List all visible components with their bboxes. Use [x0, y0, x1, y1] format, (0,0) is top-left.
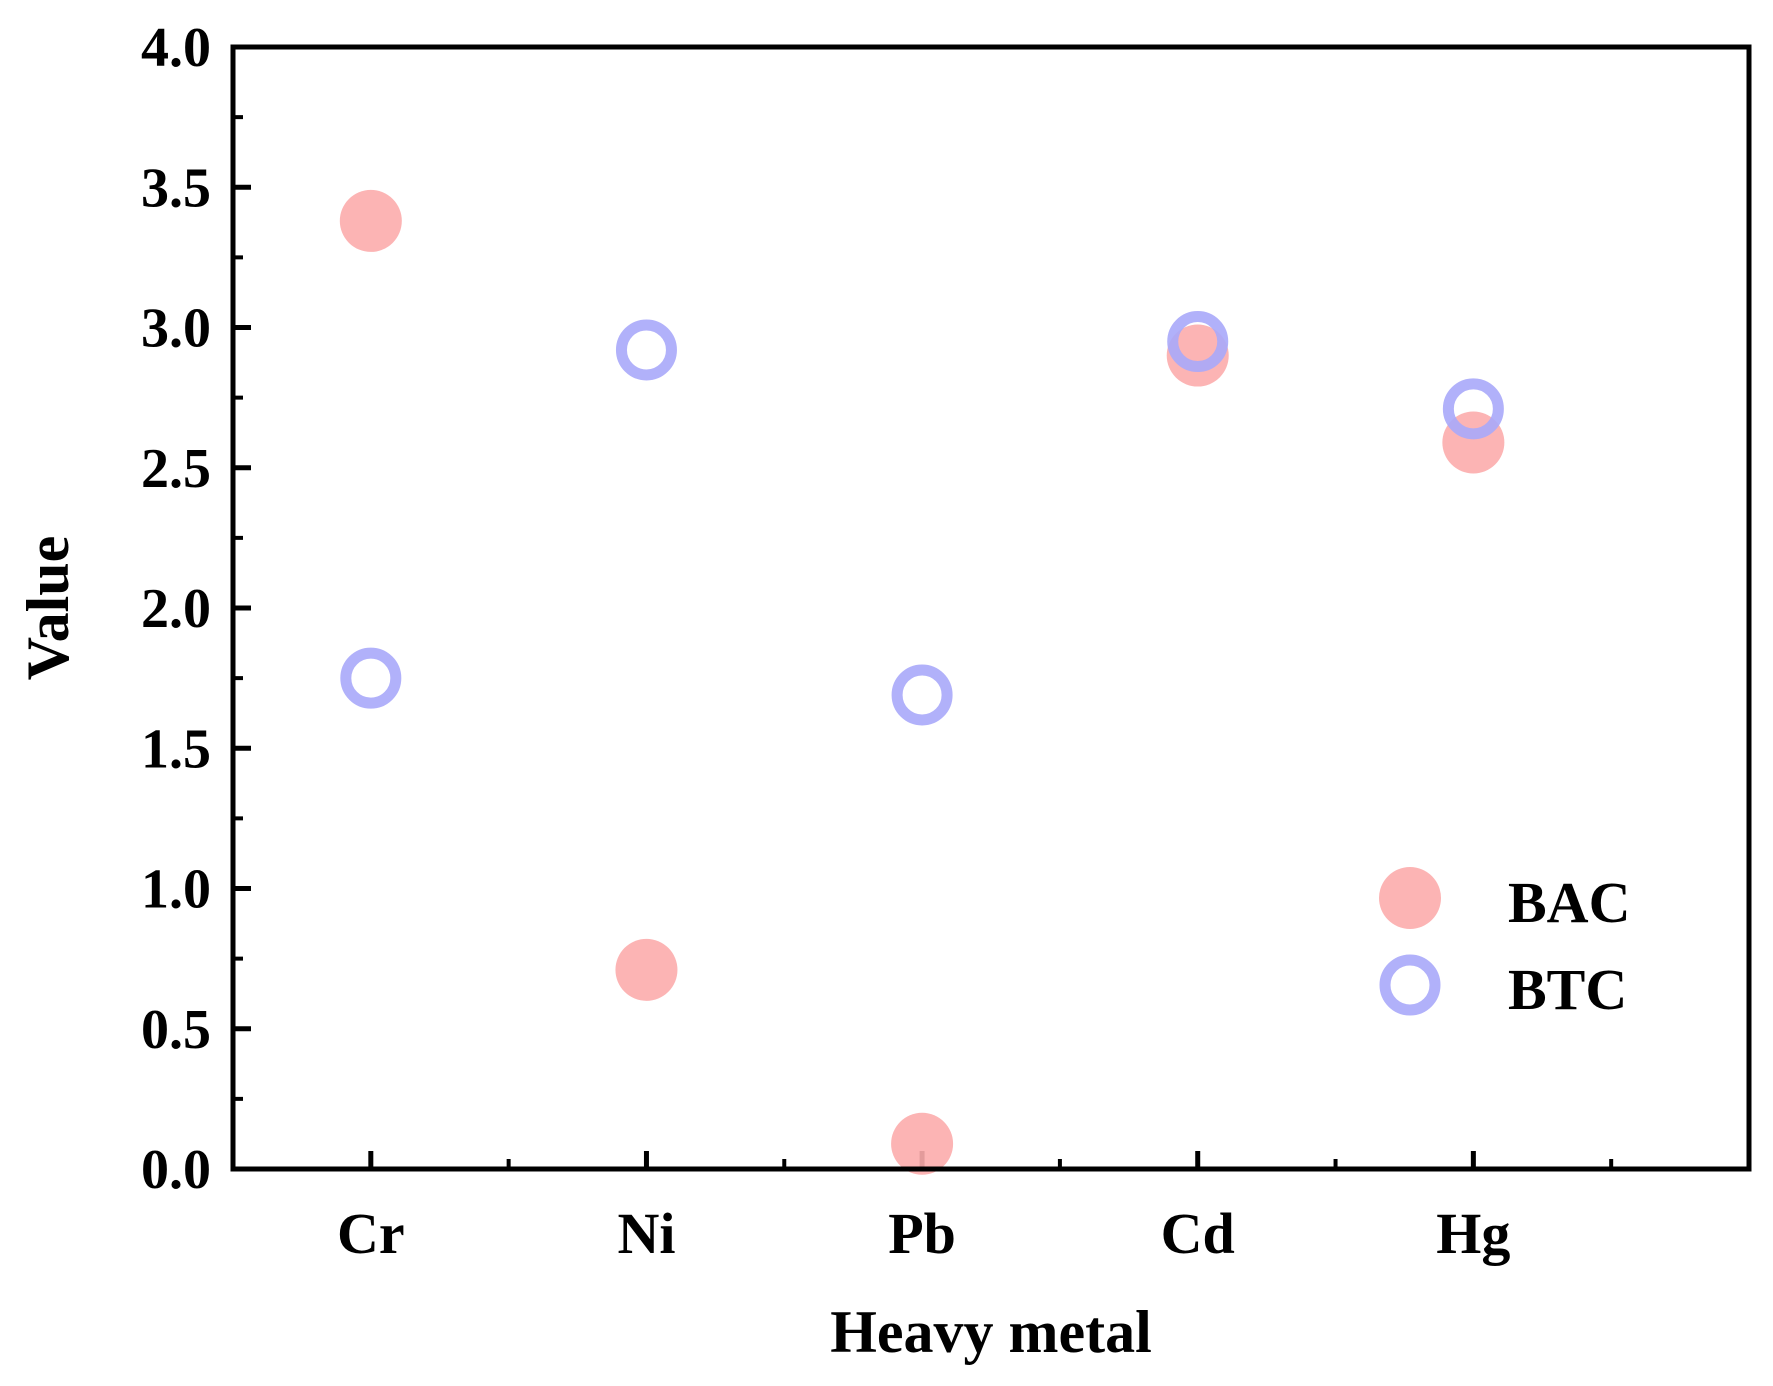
legend: BAC BTC — [1379, 867, 1630, 1022]
x-tick-label: Pb — [888, 1201, 956, 1266]
legend-label-bac: BAC — [1508, 870, 1630, 935]
x-axis-label: Heavy metal — [830, 1299, 1152, 1365]
legend-marker-btc — [1379, 954, 1441, 1016]
point-bac-pb — [891, 1112, 954, 1175]
point-btc-ni — [615, 319, 677, 381]
point-btc-hg — [1442, 378, 1504, 440]
point-btc-pb — [891, 664, 953, 726]
x-tick-label: Ni — [617, 1201, 675, 1266]
y-tick-label: 3.5 — [141, 157, 211, 219]
y-tick-label: 0.5 — [141, 999, 211, 1061]
x-tick-label: Cd — [1161, 1201, 1235, 1266]
point-bac-cd — [1166, 324, 1229, 387]
point-bac-ni — [615, 938, 678, 1001]
y-tick-label: 0.0 — [141, 1139, 211, 1201]
point-btc-cr — [340, 647, 402, 709]
y-axis-ticks: 0.0 0.5 1.0 1.5 2.0 2.5 3.0 3.5 4.0 — [141, 17, 251, 1201]
data-points — [339, 189, 1505, 1175]
y-tick-label: 1.5 — [141, 718, 211, 780]
legend-label-btc: BTC — [1508, 957, 1627, 1022]
y-tick-label: 3.0 — [141, 298, 211, 360]
plot-frame — [230, 44, 1752, 1172]
y-tick-label: 2.0 — [141, 578, 211, 640]
y-tick-label: 2.5 — [141, 438, 211, 500]
legend-marker-bac — [1379, 867, 1441, 929]
x-tick-label: Cr — [337, 1201, 405, 1266]
y-tick-label: 1.0 — [141, 859, 211, 921]
point-bac-cr — [339, 189, 402, 252]
y-tick-label: 4.0 — [141, 17, 211, 79]
y-axis-label: Value — [15, 536, 81, 681]
point-btc-cd — [1167, 311, 1229, 373]
x-axis-ticks: Cr Ni Pb Cd Hg — [337, 1151, 1614, 1266]
x-tick-label: Hg — [1436, 1201, 1510, 1266]
